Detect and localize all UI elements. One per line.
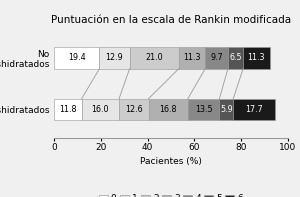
Legend: 0, 1, 2, 3, 4, 5, 6: 0, 1, 2, 3, 4, 5, 6	[99, 194, 243, 197]
Bar	[179, 47, 205, 69]
X-axis label: Pacientes (%): Pacientes (%)	[140, 157, 202, 166]
Bar	[119, 99, 148, 120]
Text: 16.0: 16.0	[92, 105, 109, 114]
Text: 6.5: 6.5	[229, 53, 242, 62]
Bar	[148, 99, 188, 120]
Text: 9.7: 9.7	[210, 53, 223, 62]
Title: Puntuación en la escala de Rankin modificada: Puntuación en la escala de Rankin modifi…	[51, 15, 291, 25]
Bar	[188, 99, 219, 120]
Text: 11.3: 11.3	[248, 53, 265, 62]
Bar	[130, 47, 179, 69]
Text: 16.8: 16.8	[159, 105, 177, 114]
Text: 11.3: 11.3	[183, 53, 201, 62]
Bar	[228, 47, 243, 69]
Bar	[99, 47, 130, 69]
Text: 12.9: 12.9	[106, 53, 123, 62]
Text: 19.4: 19.4	[68, 53, 85, 62]
Bar	[205, 47, 228, 69]
Bar	[54, 47, 99, 69]
Text: 21.0: 21.0	[145, 53, 163, 62]
Bar	[219, 99, 233, 120]
Text: 13.5: 13.5	[195, 105, 212, 114]
Bar	[82, 99, 119, 120]
Bar	[54, 99, 82, 120]
Text: 12.6: 12.6	[125, 105, 142, 114]
Text: 5.9: 5.9	[220, 105, 233, 114]
Bar	[233, 99, 275, 120]
Text: 11.8: 11.8	[59, 105, 76, 114]
Bar	[243, 47, 269, 69]
Text: 17.7: 17.7	[245, 105, 263, 114]
